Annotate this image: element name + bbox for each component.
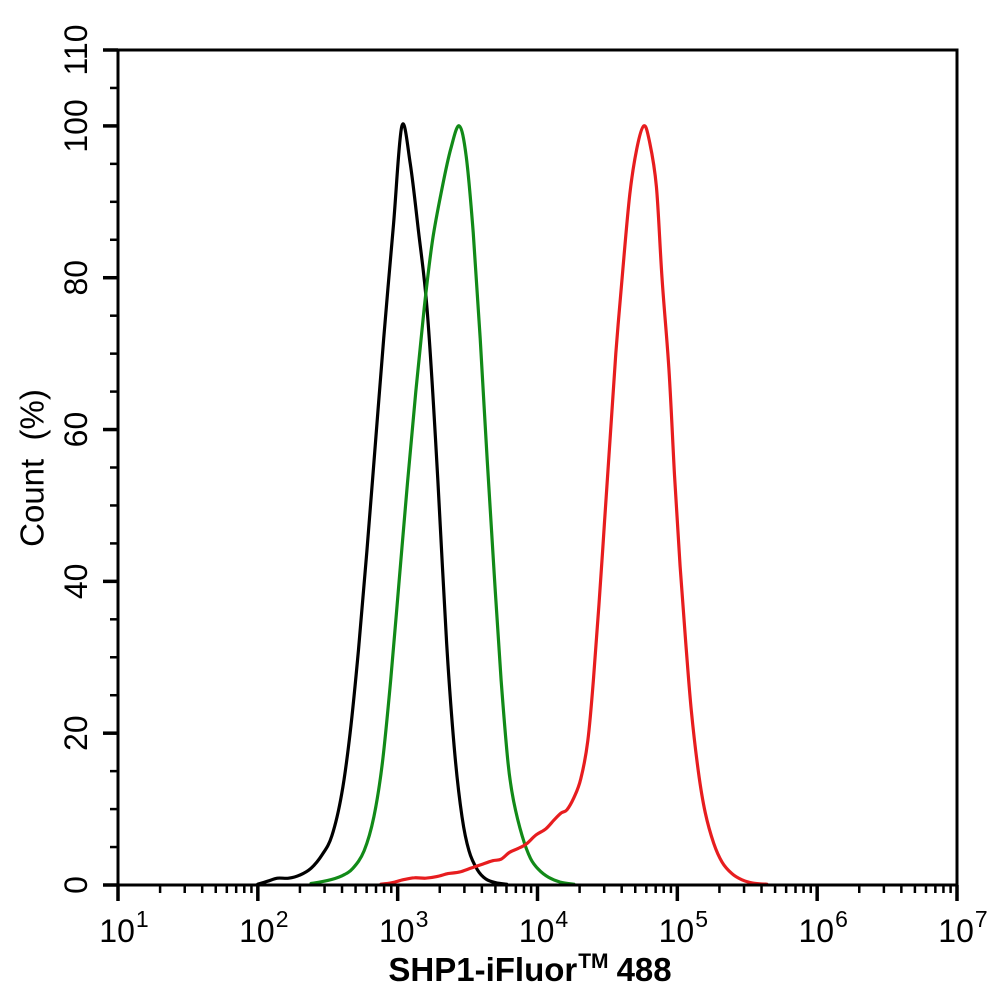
- series-black-curve: [256, 122, 509, 886]
- x-tick-exponent: 2: [276, 906, 289, 932]
- x-tick-label: 107: [938, 906, 987, 949]
- trademark-superscript: TM: [578, 950, 608, 973]
- y-tick-label: 0: [58, 876, 94, 894]
- series-green-curve: [309, 124, 576, 886]
- x-tick-label: 103: [379, 906, 428, 949]
- x-tick-exponent: 1: [136, 906, 149, 932]
- x-tick-base: 10: [99, 913, 135, 949]
- x-tick-label: 101: [99, 906, 148, 949]
- y-tick-label: 60: [58, 412, 94, 448]
- x-tick-base: 10: [379, 913, 415, 949]
- x-tick-base: 10: [659, 913, 695, 949]
- x-axis-title-tail: 488: [617, 951, 672, 988]
- x-tick-exponent: 3: [416, 906, 429, 932]
- axis-ticks: [103, 48, 959, 901]
- series-red-curve: [379, 124, 769, 886]
- y-tick-label: 20: [58, 715, 94, 751]
- histogram-curves: [256, 122, 769, 886]
- x-axis-title-main: SHP1-iFluor: [388, 951, 577, 988]
- y-tick-label: 80: [58, 260, 94, 296]
- x-tick-base: 10: [519, 913, 555, 949]
- x-tick-label: 104: [519, 906, 569, 949]
- x-tick-base: 10: [798, 913, 834, 949]
- x-tick-exponent: 4: [555, 906, 568, 932]
- x-tick-exponent: 5: [695, 906, 708, 932]
- x-tick-label: 106: [798, 906, 847, 949]
- x-axis-title: SHP1-iFluorTM 488: [388, 950, 671, 988]
- x-tick-label: 102: [239, 906, 288, 949]
- x-tick-base: 10: [938, 913, 974, 949]
- y-axis-title: Count (%): [14, 389, 51, 547]
- x-tick-label: 105: [659, 906, 708, 949]
- y-tick-label: 40: [58, 564, 94, 600]
- y-tick-label: 100: [58, 99, 94, 152]
- plot-border: [116, 48, 959, 887]
- x-tick-exponent: 7: [975, 906, 988, 932]
- x-tick-base: 10: [239, 913, 275, 949]
- x-tick-exponent: 6: [835, 906, 848, 932]
- y-tick-label: 110: [58, 24, 94, 75]
